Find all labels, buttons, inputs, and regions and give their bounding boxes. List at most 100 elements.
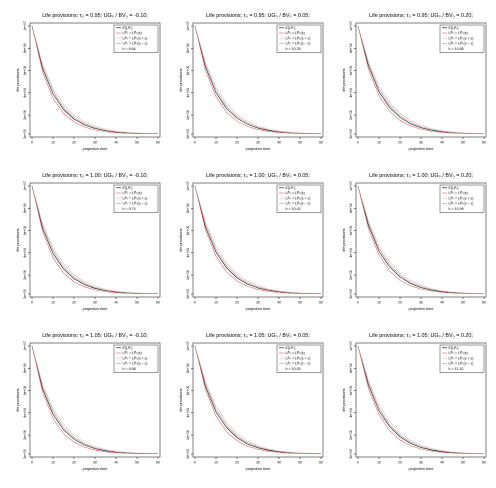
x-tick-label: 50 — [298, 141, 302, 145]
y-tick-label: 8e+06 — [186, 363, 190, 373]
legend-box — [113, 344, 159, 373]
y-tick-label: 3e+05 — [186, 129, 190, 139]
legend-label: LP̂ₜ = LP̂ₜ(s) — [286, 31, 305, 36]
x-tick-label: 60 — [482, 141, 486, 145]
y-tick-label: 8e+06 — [349, 43, 353, 53]
y-tick-label: 4e+06 — [349, 408, 353, 418]
legend-label: E[LPₜ] — [286, 26, 296, 30]
legend-label: LP̂ₜ = LP̂ₜ(s) — [286, 191, 305, 196]
chart-panel: Life provisions; τ₀ = 1.05; UG₀ / BV₀ = … — [10, 328, 170, 488]
series-line — [194, 185, 322, 294]
legend-label: E[LPₜ] — [123, 186, 133, 190]
y-tick-label: 6e+06 — [186, 226, 190, 236]
x-tick-label: 0 — [31, 141, 33, 145]
legend-label: LP̂ₜ = LP̂ₜ(s + ε) — [449, 36, 474, 41]
y-tick-label: 4e+06 — [23, 88, 27, 98]
y-tick-label: 1e+07 — [186, 341, 190, 351]
x-tick-label: 10 — [214, 461, 218, 465]
legend-box — [439, 24, 485, 53]
legend-label: LP̂ₜ = LP̂ₜ(s − ε) — [286, 201, 311, 206]
x-axis-label: projection time — [83, 147, 108, 151]
x-tick-label: 30 — [419, 301, 423, 305]
chart-svg: Life provisions; τ₀ = 1.05; UG₀ / BV₀ = … — [342, 333, 487, 471]
x-tick-label: 30 — [419, 141, 423, 145]
series-line — [31, 185, 159, 295]
chart-panel: Life provisions; τ₀ = 0.95; UG₀ / BV₀ = … — [173, 8, 333, 168]
x-tick-label: 40 — [440, 461, 444, 465]
y-tick-label: 1e+07 — [23, 21, 27, 31]
y-tick-label: 2e+06 — [186, 270, 190, 280]
chart-svg: Life provisions; τ₀ = 0.95; UG₀ / BV₀ = … — [342, 13, 487, 151]
series-line — [194, 345, 322, 455]
x-tick-label: 20 — [72, 461, 76, 465]
y-tick-label: 8e+06 — [349, 363, 353, 373]
legend-label: LP̂ₜ = LP̂ₜ(s) — [286, 351, 305, 356]
y-axis-label: life provisions — [179, 388, 183, 411]
x-tick-label: 60 — [319, 141, 323, 145]
series-line — [31, 345, 159, 454]
y-tick-label: 4e+06 — [186, 248, 190, 258]
x-tick-label: 50 — [298, 301, 302, 305]
y-tick-label: 2e+06 — [186, 430, 190, 440]
x-tick-label: 0 — [357, 301, 359, 305]
chart-panel: Life provisions; τ₀ = 1.00; UG₀ / BV₀ = … — [173, 168, 333, 328]
x-tick-label: 20 — [398, 141, 402, 145]
x-tick-label: 30 — [256, 301, 260, 305]
legend-box — [439, 344, 485, 373]
x-tick-label: 50 — [461, 301, 465, 305]
y-tick-label: 1e+07 — [349, 341, 353, 351]
x-tick-label: 10 — [214, 301, 218, 305]
legend-label: h = 10.99 — [449, 207, 464, 211]
x-tick-label: 50 — [135, 141, 139, 145]
y-tick-label: 2e+06 — [186, 110, 190, 120]
x-tick-label: 60 — [319, 301, 323, 305]
y-tick-label: 8e+06 — [349, 203, 353, 213]
y-tick-label: 2e+06 — [349, 430, 353, 440]
x-tick-label: 0 — [194, 301, 196, 305]
x-tick-label: 50 — [135, 461, 139, 465]
chart-title: Life provisions; τ₀ = 1.05; UG₀ / BV₀ = … — [206, 333, 310, 339]
series-line — [357, 185, 485, 294]
y-tick-label: 1e+07 — [23, 341, 27, 351]
y-tick-label: 3e+05 — [349, 129, 353, 139]
x-tick-label: 40 — [114, 301, 118, 305]
y-axis-label: life provisions — [179, 228, 183, 251]
y-tick-label: 8e+06 — [186, 203, 190, 213]
y-tick-label: 8e+06 — [23, 363, 27, 373]
y-tick-label: 1e+07 — [349, 181, 353, 191]
series-line — [31, 25, 159, 135]
x-tick-label: 20 — [235, 301, 239, 305]
legend-label: LP̂ₜ = LP̂ₜ(s) — [123, 191, 142, 196]
legend-label: LP̂ₜ = LP̂ₜ(s − ε) — [123, 201, 148, 206]
legend-label: LP̂ₜ = LP̂ₜ(s + ε) — [449, 356, 474, 361]
series-line — [194, 185, 322, 295]
y-tick-label: 3e+05 — [186, 449, 190, 459]
legend-label: LP̂ₜ = LP̂ₜ(s − ε) — [449, 361, 474, 366]
y-tick-label: 3e+05 — [23, 289, 27, 299]
x-axis-label: projection time — [246, 147, 271, 151]
legend-label: LP̂ₜ = LP̂ₜ(s) — [449, 191, 468, 196]
y-tick-label: 8e+06 — [23, 203, 27, 213]
y-tick-label: 8e+06 — [186, 43, 190, 53]
x-tick-label: 10 — [377, 461, 381, 465]
legend-label: LP̂ₜ = LP̂ₜ(s − ε) — [286, 41, 311, 46]
chart-panel: Life provisions; τ₀ = 1.00; UG₀ / BV₀ = … — [10, 168, 170, 328]
legend-label: LP̂ₜ = LP̂ₜ(s − ε) — [123, 41, 148, 46]
series-line — [31, 185, 159, 294]
y-tick-label: 1e+07 — [186, 181, 190, 191]
y-tick-label: 6e+06 — [349, 226, 353, 236]
chart-title: Life provisions; τ₀ = 1.00; UG₀ / BV₀ = … — [369, 173, 473, 179]
legend-label: LP̂ₜ = LP̂ₜ(s + ε) — [286, 196, 311, 201]
x-tick-label: 40 — [277, 461, 281, 465]
chart-title: Life provisions; τ₀ = 1.05; UG₀ / BV₀ = … — [42, 333, 148, 339]
x-tick-label: 20 — [72, 141, 76, 145]
x-tick-label: 60 — [482, 461, 486, 465]
y-tick-label: 6e+06 — [23, 226, 27, 236]
legend-label: LP̂ₜ = LP̂ₜ(s + ε) — [286, 356, 311, 361]
series-line — [31, 345, 159, 455]
x-tick-label: 20 — [235, 141, 239, 145]
series-line — [194, 25, 322, 135]
legend-label: h = 10.53 — [286, 367, 301, 371]
x-tick-label: 20 — [398, 461, 402, 465]
